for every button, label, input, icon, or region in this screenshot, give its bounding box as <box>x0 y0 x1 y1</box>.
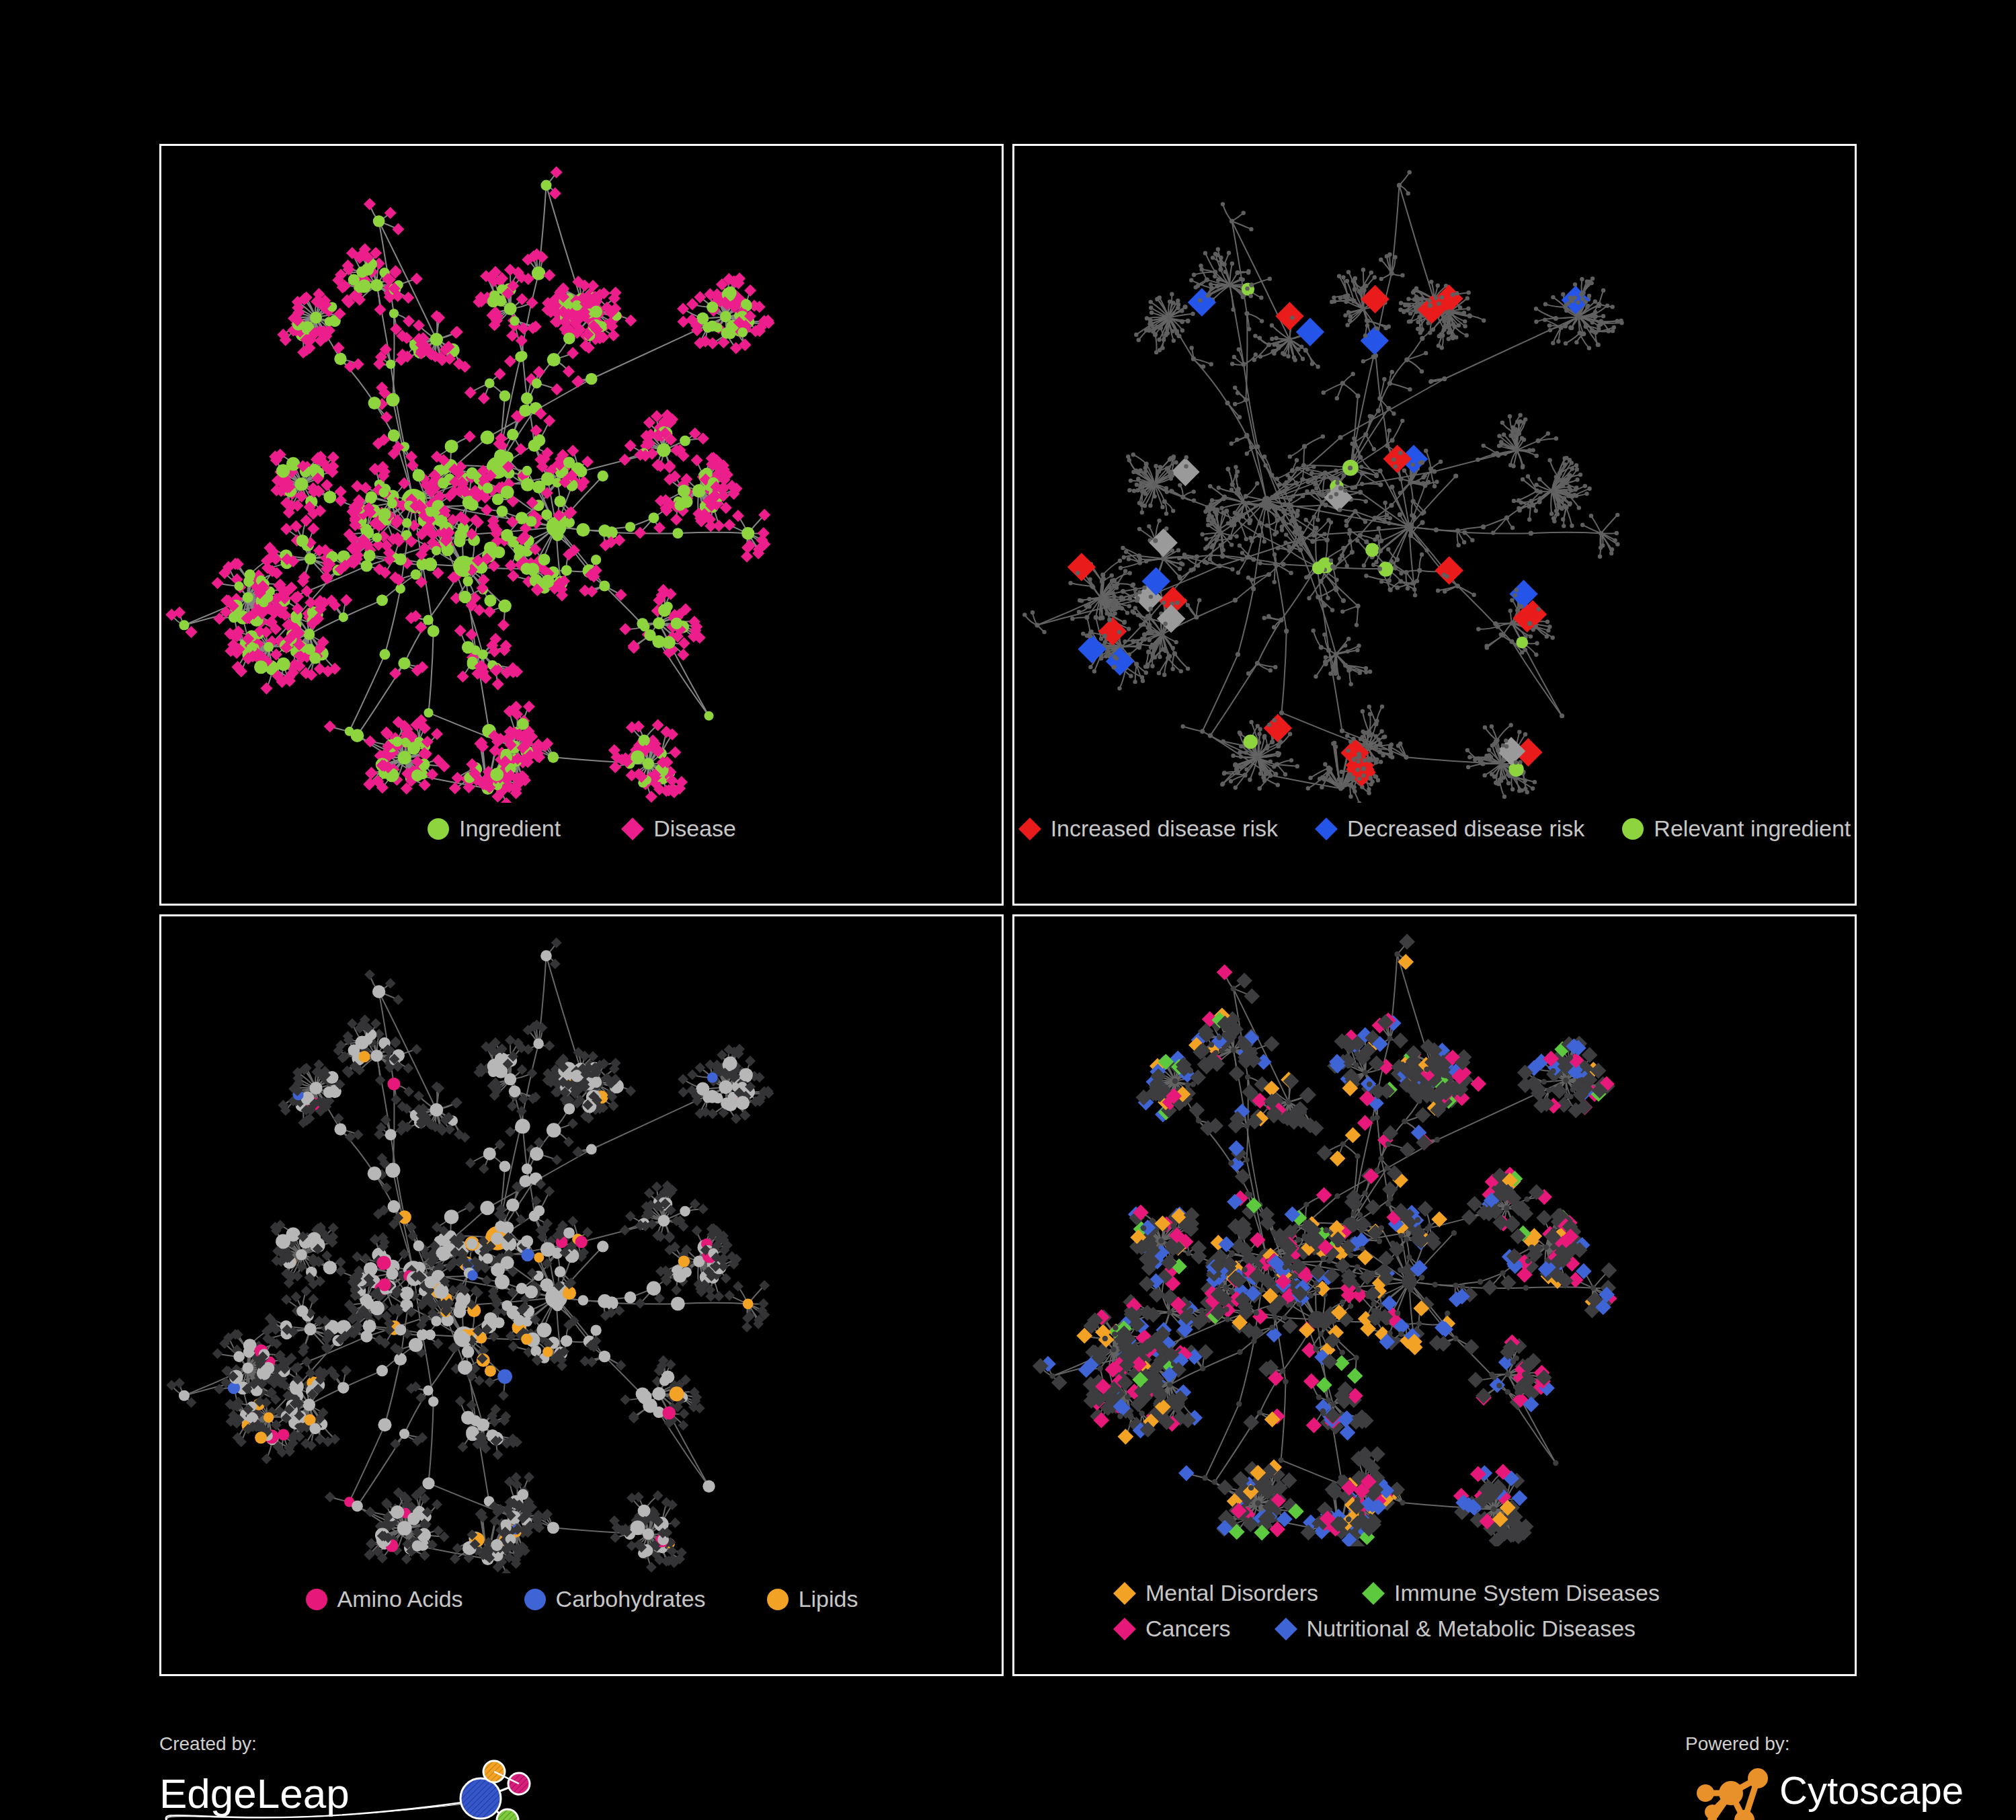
svg-text:Cytoscape: Cytoscape <box>1779 1768 1964 1812</box>
svg-text:EdgeLeap: EdgeLeap <box>159 1770 350 1817</box>
